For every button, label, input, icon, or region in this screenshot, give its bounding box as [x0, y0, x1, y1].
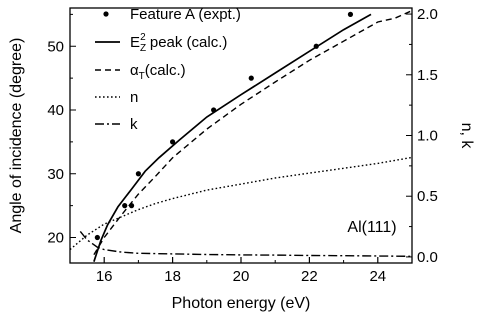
x-tick-label: 20 — [233, 268, 250, 285]
y-axis-title: Angle of incidence (degree) — [8, 38, 25, 234]
x-tick-label: 24 — [369, 268, 386, 285]
feature-a-point — [135, 171, 141, 177]
feature-a-point — [347, 11, 354, 17]
y-tick-label: 30 — [47, 166, 64, 183]
axis-ticks: 16 18 20 22 24 20 30 40 50 0.0 0.5 1.0 1.5 2.0 — [47, 6, 438, 285]
y2-tick-label: 2.0 — [417, 6, 438, 23]
feature-a-point — [170, 139, 176, 145]
x-tick-label: 18 — [164, 268, 181, 285]
legend-label: k — [130, 116, 138, 133]
data-series — [69, 9, 413, 262]
legend-label-main: α — [130, 62, 139, 79]
y2-tick-label: 0.5 — [417, 188, 438, 205]
legend-label-sub: T — [139, 71, 145, 82]
y-tick-label: 20 — [47, 230, 64, 247]
legend-dot-marker — [103, 11, 109, 17]
feature-a-point — [122, 203, 128, 209]
y2-tick-label: 0.0 — [417, 249, 438, 266]
alpha-t-line — [93, 9, 413, 256]
y2-tick-label: 1.0 — [417, 128, 438, 145]
legend-label-rest: peak (calc.) — [146, 34, 228, 51]
x-tick-label: 22 — [301, 268, 318, 285]
y-tick-label: 40 — [47, 102, 64, 119]
y2-axis-title: n, k — [458, 123, 475, 150]
legend-label: n — [130, 89, 138, 106]
y2-tick-label: 1.5 — [417, 67, 438, 84]
n-line — [69, 156, 413, 251]
legend-label: αT(calc.) — [130, 62, 186, 82]
feature-a-point — [94, 234, 100, 241]
k-line — [79, 230, 413, 257]
legend-label-rest: (calc.) — [145, 62, 186, 79]
ez2-peak-line — [93, 13, 372, 262]
y-tick-label: 50 — [47, 38, 64, 55]
legend-label: Feature A (expt.) — [130, 6, 241, 23]
feature-a-point — [248, 75, 254, 81]
legend-label-main: E — [130, 34, 140, 51]
sample-annotation: Al(111) — [347, 219, 396, 236]
legend-label: EZ2 peak (calc.) — [130, 32, 227, 54]
x-axis-title: Photon energy (eV) — [172, 295, 311, 312]
legend-label-sub: Z — [140, 43, 146, 54]
legend-label-sup: 2 — [140, 32, 146, 43]
legend: Feature A (expt.) EZ2 peak (calc.) αT(calc… — [95, 6, 241, 133]
x-tick-label: 16 — [96, 268, 113, 285]
